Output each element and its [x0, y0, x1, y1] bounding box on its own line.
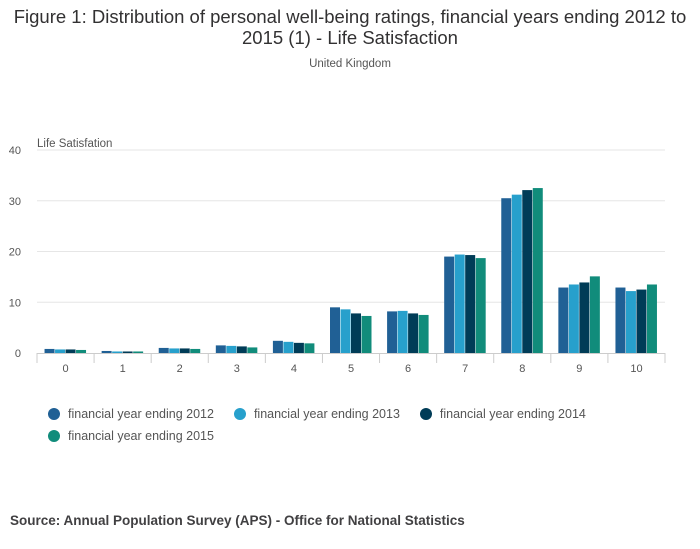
legend-label: financial year ending 2012: [68, 407, 214, 421]
bar-chart: 0 10 20 30 40 Life Satisfation 0 1 2 3 4 5 6 7 8 9 10: [9, 138, 666, 375]
bar: [340, 309, 351, 353]
bar: [133, 351, 144, 353]
bar: [387, 311, 398, 353]
legend-item[interactable]: financial year ending 2014: [419, 407, 586, 421]
bar: [625, 291, 636, 353]
bar: [522, 190, 533, 353]
bar: [465, 255, 476, 353]
bar: [615, 287, 626, 353]
bar: [351, 313, 361, 353]
chart-legend: financial year ending 2012 financial year…: [48, 407, 668, 451]
bar: [215, 345, 226, 353]
y-tick-label: 10: [9, 297, 21, 309]
grid-lines: [37, 149, 665, 303]
bar: [532, 188, 543, 353]
bar: [444, 256, 455, 353]
x-tick-label: 6: [405, 363, 411, 375]
bar: [101, 350, 112, 353]
x-tick-label: 7: [462, 363, 468, 375]
y-tick-label: 40: [9, 145, 21, 157]
x-tick-label: 9: [576, 363, 582, 375]
bar: [76, 349, 87, 353]
bar: [158, 347, 169, 353]
bar: [272, 340, 283, 353]
bar: [397, 310, 408, 353]
bar: [44, 348, 55, 353]
bar: [361, 315, 372, 353]
legend-label: financial year ending 2015: [68, 429, 214, 443]
bar: [558, 287, 569, 353]
chart-subtitle: United Kingdom: [309, 58, 391, 70]
legend-marker-icon: [233, 408, 246, 420]
x-tick-label: 2: [177, 363, 183, 375]
bar: [226, 345, 237, 353]
bar: [454, 254, 465, 353]
source-note: Source: Annual Population Survey (APS) -…: [10, 513, 465, 528]
chart-title: Figure 1: Distribution of personal well-…: [13, 6, 687, 48]
legend-marker-icon: [419, 408, 432, 420]
bar: [475, 258, 486, 353]
x-tick-label: 10: [630, 363, 642, 375]
legend-item[interactable]: financial year ending 2015: [48, 429, 214, 443]
x-tick-label: 3: [234, 363, 240, 375]
bar: [190, 348, 201, 353]
legend-item[interactable]: financial year ending 2013: [233, 407, 400, 421]
legend-item[interactable]: financial year ending 2012: [48, 407, 214, 421]
bar: [408, 313, 419, 353]
bar: [330, 307, 340, 353]
x-tick-label: 4: [291, 363, 297, 375]
bar: [501, 198, 512, 353]
y-tick-labels: 0 10 20 30 40: [9, 145, 21, 360]
bar: [418, 314, 429, 353]
x-tick-label: 8: [519, 363, 525, 375]
x-tick-label: 1: [120, 363, 126, 375]
x-tick-labels: 0 1 2 3 4 5 6 7 8 9 10: [62, 363, 642, 375]
bar: [568, 284, 579, 353]
y-tick-label: 0: [15, 348, 21, 360]
bar: [283, 341, 294, 353]
bar: [55, 349, 66, 353]
x-tick-marks: [36, 353, 666, 363]
bar: [636, 289, 647, 353]
bar: [65, 349, 76, 353]
bar: [589, 276, 600, 353]
y-tick-label: 30: [9, 196, 21, 208]
legend-marker-icon: [48, 408, 60, 420]
bars: [44, 188, 657, 353]
y-axis-label: Life Satisfation: [37, 138, 112, 150]
y-tick-label: 20: [9, 247, 21, 259]
bar: [247, 347, 258, 353]
bar: [511, 194, 522, 353]
bar: [169, 348, 180, 353]
bar: [646, 284, 657, 353]
legend-marker-icon: [48, 430, 60, 442]
x-tick-label: 5: [348, 363, 354, 375]
legend-label: financial year ending 2014: [439, 407, 586, 421]
bar: [112, 351, 123, 353]
bar: [579, 282, 590, 353]
bar: [293, 342, 304, 353]
bar: [236, 346, 247, 353]
legend-label: financial year ending 2013: [253, 407, 400, 421]
x-tick-label: 0: [62, 363, 68, 375]
bar: [304, 343, 315, 353]
bar: [122, 351, 133, 353]
bar: [179, 348, 190, 353]
